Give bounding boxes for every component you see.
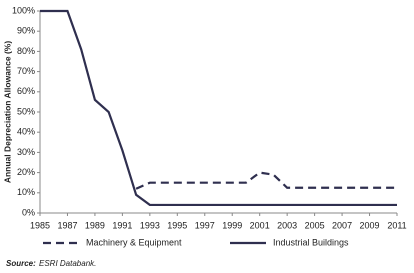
y-tick-label: 30% — [17, 147, 35, 157]
x-tick-label: 1997 — [195, 220, 215, 230]
x-tick-label: 2001 — [250, 220, 270, 230]
y-tick-label: 0% — [22, 207, 35, 217]
x-tick-label: 2009 — [360, 220, 380, 230]
y-tick-label: 20% — [17, 167, 35, 177]
line-series — [40, 9, 397, 207]
y-tick-label: 70% — [17, 66, 35, 76]
legend-label: Industrial Buildings — [273, 237, 349, 247]
y-tick-label: 100% — [12, 5, 35, 15]
legend-label: Machinery & Equipment — [86, 237, 182, 247]
source-label: Source: — [6, 259, 36, 268]
y-tick-label: 10% — [17, 187, 35, 197]
line-series — [135, 171, 397, 190]
x-tick-label: 2005 — [305, 220, 325, 230]
x-tick-label: 2007 — [332, 220, 352, 230]
x-tick-label: 1991 — [112, 220, 132, 230]
x-tick-label: 1993 — [140, 220, 160, 230]
x-tick-label: 1989 — [85, 220, 105, 230]
x-tick-label: 2011 — [387, 220, 406, 230]
y-tick-label: 80% — [17, 46, 35, 56]
x-tick-label: 1987 — [57, 220, 77, 230]
x-tick-label: 1985 — [30, 220, 50, 230]
y-tick-label: 60% — [17, 86, 35, 96]
x-tick-label: 1995 — [167, 220, 187, 230]
y-axis-label: Annual Depreciation Allowance (%) — [2, 41, 12, 183]
x-tick-label: 1999 — [222, 220, 242, 230]
y-tick-label: 40% — [17, 127, 35, 137]
source: ESRI Databank. — [39, 259, 96, 268]
y-tick-label: 90% — [17, 26, 35, 36]
x-tick-label: 2003 — [277, 220, 297, 230]
y-tick-label: 50% — [17, 106, 35, 116]
